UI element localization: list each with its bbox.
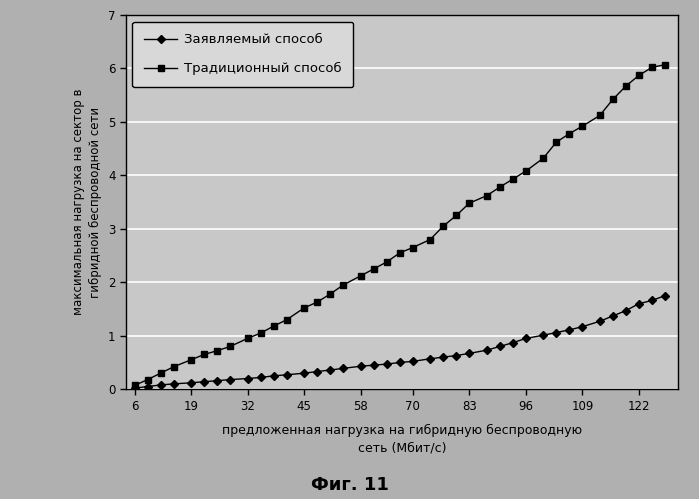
Text: Фиг. 11: Фиг. 11 [310, 476, 389, 494]
Традиционный способ [539, 155, 547, 161]
Заявляемый способ [257, 374, 265, 380]
Традиционный способ [426, 237, 434, 243]
Заявляемый способ [609, 313, 617, 319]
Заявляемый способ [552, 329, 561, 335]
Заявляемый способ [539, 332, 547, 338]
Заявляемый способ [130, 385, 138, 391]
Традиционный способ [200, 351, 208, 357]
Традиционный способ [370, 266, 378, 272]
Традиционный способ [452, 213, 461, 219]
Традиционный способ [243, 335, 252, 341]
Традиционный способ [621, 83, 630, 89]
Заявляемый способ [648, 297, 656, 303]
Традиционный способ [382, 259, 391, 265]
Традиционный способ [465, 200, 473, 206]
Традиционный способ [596, 112, 604, 118]
Заявляемый способ [596, 318, 604, 324]
Заявляемый способ [635, 301, 643, 307]
Заявляемый способ [226, 377, 234, 383]
Традиционный способ [552, 139, 561, 145]
Заявляемый способ [313, 369, 322, 375]
Заявляемый способ [521, 335, 530, 341]
Традиционный способ [578, 123, 586, 129]
Заявляемый способ [439, 354, 447, 360]
Заявляемый способ [621, 307, 630, 314]
Традиционный способ [157, 370, 165, 376]
Заявляемый способ [396, 359, 404, 365]
Традиционный способ [257, 330, 265, 336]
Традиционный способ [226, 343, 234, 349]
Традиционный способ [213, 348, 222, 354]
Традиционный способ [409, 245, 417, 250]
Заявляемый способ [282, 372, 291, 378]
Заявляемый способ [213, 378, 222, 384]
Традиционный способ [482, 193, 491, 199]
Заявляемый способ [356, 363, 365, 369]
Заявляемый способ [509, 340, 517, 346]
Заявляемый способ [578, 324, 586, 330]
Традиционный способ [300, 305, 308, 311]
Заявляемый способ [565, 327, 573, 333]
Заявляемый способ [269, 373, 278, 379]
Заявляемый способ [426, 356, 434, 362]
Заявляемый способ [496, 343, 504, 349]
Заявляемый способ [382, 361, 391, 367]
Традиционный способ [130, 383, 138, 389]
Line: Традиционный способ: Традиционный способ [131, 62, 668, 388]
Традиционный способ [439, 223, 447, 229]
Заявляемый способ [243, 376, 252, 382]
Традиционный способ [509, 176, 517, 182]
Традиционный способ [648, 64, 656, 70]
Традиционный способ [661, 62, 669, 68]
Заявляемый способ [409, 358, 417, 364]
Традиционный способ [339, 282, 347, 288]
Заявляемый способ [169, 381, 178, 387]
Традиционный способ [169, 364, 178, 370]
Традиционный способ [396, 250, 404, 256]
Заявляемый способ [339, 365, 347, 371]
Традиционный способ [313, 299, 322, 305]
Традиционный способ [496, 184, 504, 190]
Традиционный способ [356, 273, 365, 279]
Заявляемый способ [465, 350, 473, 356]
Традиционный способ [143, 377, 152, 383]
Заявляемый способ [482, 347, 491, 353]
Традиционный способ [187, 357, 195, 363]
Традиционный способ [326, 291, 334, 297]
Традиционный способ [565, 131, 573, 137]
Традиционный способ [635, 72, 643, 78]
Legend: Заявляемый способ, Традиционный способ: Заявляемый способ, Традиционный способ [132, 21, 354, 87]
Традиционный способ [282, 317, 291, 323]
Заявляемый способ [300, 370, 308, 376]
X-axis label: предложенная нагрузка на гибридную беспроводную
сеть (Мбит/с): предложенная нагрузка на гибридную беспр… [222, 424, 582, 455]
Line: Заявляемый способ: Заявляемый способ [131, 293, 668, 391]
Заявляемый способ [326, 367, 334, 373]
Y-axis label: максимальная нагрузка на сектор в
гибридной беспроводной сети: максимальная нагрузка на сектор в гибрид… [72, 89, 102, 315]
Заявляемый способ [200, 379, 208, 385]
Заявляемый способ [370, 362, 378, 368]
Традиционный способ [269, 323, 278, 329]
Традиционный способ [521, 168, 530, 174]
Заявляемый способ [143, 384, 152, 390]
Заявляемый способ [157, 382, 165, 388]
Традиционный способ [609, 96, 617, 102]
Заявляемый способ [187, 380, 195, 386]
Заявляемый способ [452, 353, 461, 359]
Заявляемый способ [661, 292, 669, 298]
